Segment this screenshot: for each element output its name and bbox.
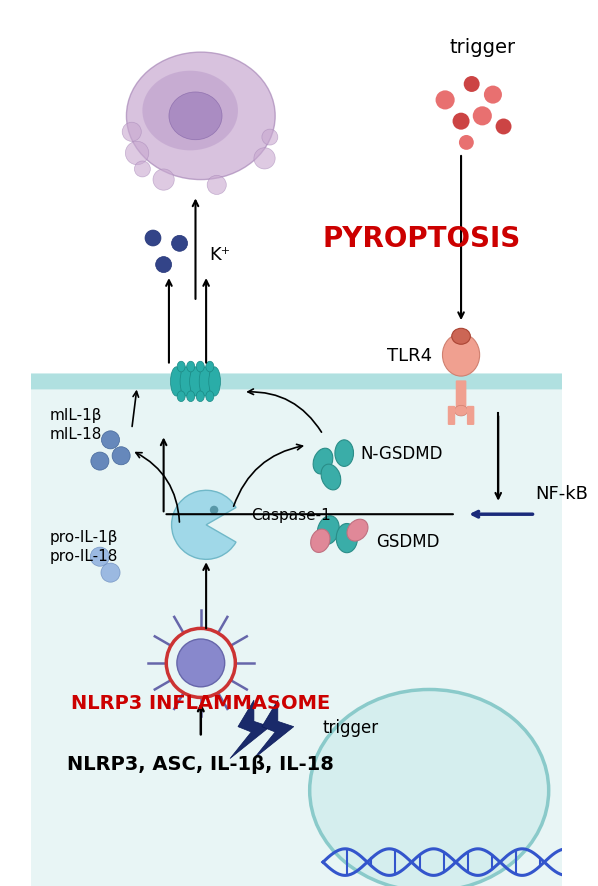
Ellipse shape	[335, 440, 353, 467]
Ellipse shape	[196, 361, 205, 372]
Circle shape	[153, 170, 174, 191]
Circle shape	[91, 453, 109, 470]
Text: trigger: trigger	[323, 718, 379, 736]
Ellipse shape	[187, 392, 195, 402]
Text: GSDMD: GSDMD	[376, 532, 440, 550]
Text: NLRP3, ASC, IL-1β, IL-18: NLRP3, ASC, IL-1β, IL-18	[68, 755, 334, 773]
Polygon shape	[254, 700, 294, 758]
Ellipse shape	[206, 392, 214, 402]
Ellipse shape	[336, 524, 358, 553]
Circle shape	[126, 142, 149, 166]
Circle shape	[463, 77, 480, 93]
Ellipse shape	[177, 361, 185, 372]
Circle shape	[453, 113, 469, 130]
Circle shape	[177, 640, 225, 687]
Circle shape	[262, 130, 278, 146]
Ellipse shape	[454, 406, 468, 416]
Text: pro-IL-1β
pro-IL-18: pro-IL-1β pro-IL-18	[50, 529, 118, 563]
Circle shape	[155, 257, 172, 273]
FancyBboxPatch shape	[448, 407, 455, 425]
Text: TLR4: TLR4	[387, 346, 432, 364]
FancyBboxPatch shape	[467, 407, 474, 425]
Ellipse shape	[451, 329, 471, 345]
Ellipse shape	[321, 464, 341, 490]
Circle shape	[473, 107, 492, 127]
Polygon shape	[230, 700, 270, 758]
Circle shape	[254, 149, 275, 170]
Circle shape	[102, 431, 120, 449]
Text: trigger: trigger	[449, 38, 515, 58]
Circle shape	[101, 563, 120, 582]
Ellipse shape	[126, 53, 275, 181]
Circle shape	[90, 548, 109, 567]
Text: Caspase-1: Caspase-1	[251, 507, 331, 522]
Circle shape	[122, 123, 141, 142]
Circle shape	[459, 136, 474, 151]
Ellipse shape	[169, 93, 222, 141]
FancyBboxPatch shape	[26, 377, 568, 886]
Ellipse shape	[209, 368, 221, 397]
Ellipse shape	[199, 368, 211, 397]
Text: PYROPTOSIS: PYROPTOSIS	[323, 225, 521, 253]
Ellipse shape	[170, 368, 182, 397]
Ellipse shape	[196, 392, 205, 402]
Ellipse shape	[347, 519, 368, 541]
Ellipse shape	[206, 361, 214, 372]
Ellipse shape	[190, 368, 202, 397]
Circle shape	[496, 120, 511, 136]
Ellipse shape	[313, 448, 333, 474]
Wedge shape	[172, 491, 236, 560]
Circle shape	[145, 230, 161, 246]
Ellipse shape	[180, 368, 192, 397]
Ellipse shape	[177, 392, 185, 402]
Text: NLRP3 INFLAMMASOME: NLRP3 INFLAMMASOME	[71, 694, 331, 712]
Circle shape	[135, 162, 150, 178]
Circle shape	[484, 87, 502, 105]
Text: mIL-1β
mIL-18: mIL-1β mIL-18	[50, 407, 102, 442]
FancyBboxPatch shape	[31, 374, 562, 390]
Circle shape	[210, 506, 218, 515]
Text: N-GSDMD: N-GSDMD	[360, 445, 443, 462]
Ellipse shape	[142, 72, 238, 152]
Ellipse shape	[318, 517, 339, 545]
Circle shape	[112, 447, 130, 465]
Ellipse shape	[443, 334, 480, 377]
Circle shape	[207, 176, 226, 195]
Bar	[31, 0, 562, 382]
Ellipse shape	[310, 689, 549, 886]
Circle shape	[435, 91, 454, 111]
Circle shape	[172, 236, 188, 252]
Text: K⁺: K⁺	[209, 245, 230, 264]
Text: NF-kB: NF-kB	[535, 485, 588, 502]
Ellipse shape	[187, 361, 195, 372]
FancyBboxPatch shape	[456, 381, 466, 409]
Ellipse shape	[311, 530, 330, 553]
